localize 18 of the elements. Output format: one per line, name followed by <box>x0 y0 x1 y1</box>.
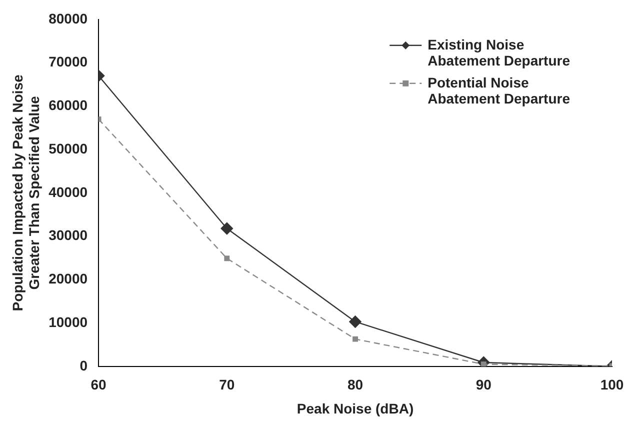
x-tick-label: 80 <box>347 376 364 393</box>
x-axis-title: Peak Noise (dBA) <box>296 400 414 416</box>
y-tick-label: 40000 <box>48 184 88 200</box>
x-tick-label: 60 <box>90 376 107 393</box>
y-tick-label: 0 <box>80 357 88 374</box>
x-tick-label: 70 <box>219 376 235 393</box>
y-tick-label: 10000 <box>48 314 88 330</box>
y-axis-title: Population Impacted by Peak Noise Greater Than Specified Value <box>9 74 42 312</box>
y-tick-label: 20000 <box>48 270 88 287</box>
x-tick-label: 100 <box>600 376 624 393</box>
y-tick-label: 60000 <box>48 97 88 114</box>
y-tick-label: 30000 <box>48 227 88 244</box>
legend-label: Existing Noise Abatement Departure <box>428 36 570 68</box>
x-tick-label: 90 <box>476 376 492 393</box>
legend-label: Potential Noise Abatement Departure <box>428 74 570 106</box>
y-tick-label: 80000 <box>48 10 88 26</box>
y-tick-label: 50000 <box>48 140 88 156</box>
y-tick-label: 70000 <box>48 54 88 70</box>
